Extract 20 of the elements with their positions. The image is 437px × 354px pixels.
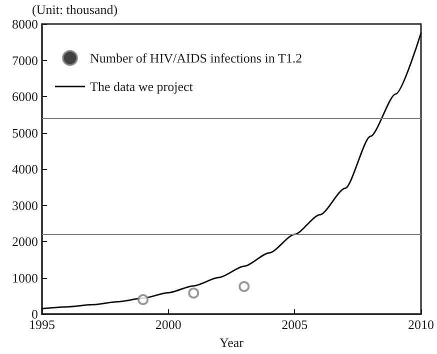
y-tick-label: 7000 [12,52,38,68]
y-tick-label: 6000 [12,89,38,104]
line-series [41,32,422,310]
point [238,281,250,292]
x-axis-title: Year [220,335,244,350]
x-tick-label: 2000 [155,317,182,332]
x-tick-label: 2010 [408,317,434,332]
legend-label: The data we project [90,79,194,94]
point [138,294,149,306]
legend-label: Number of HIV/AIDS infections in T1.2 [90,50,302,66]
y-tick-label: 3000 [12,198,38,213]
y-tick-label: 2000 [12,234,38,250]
x-tick-label: 1995 [29,317,55,332]
point [188,288,200,299]
x-tick-label: 2005 [282,317,308,332]
y-tick-label: 1000 [12,270,38,286]
y-tick-label: 8000 [12,16,38,32]
y-tick-label: 5000 [12,125,38,140]
y-axis-title: (Unit: thousand) [32,2,118,17]
y-tick-label: 4000 [12,162,38,177]
